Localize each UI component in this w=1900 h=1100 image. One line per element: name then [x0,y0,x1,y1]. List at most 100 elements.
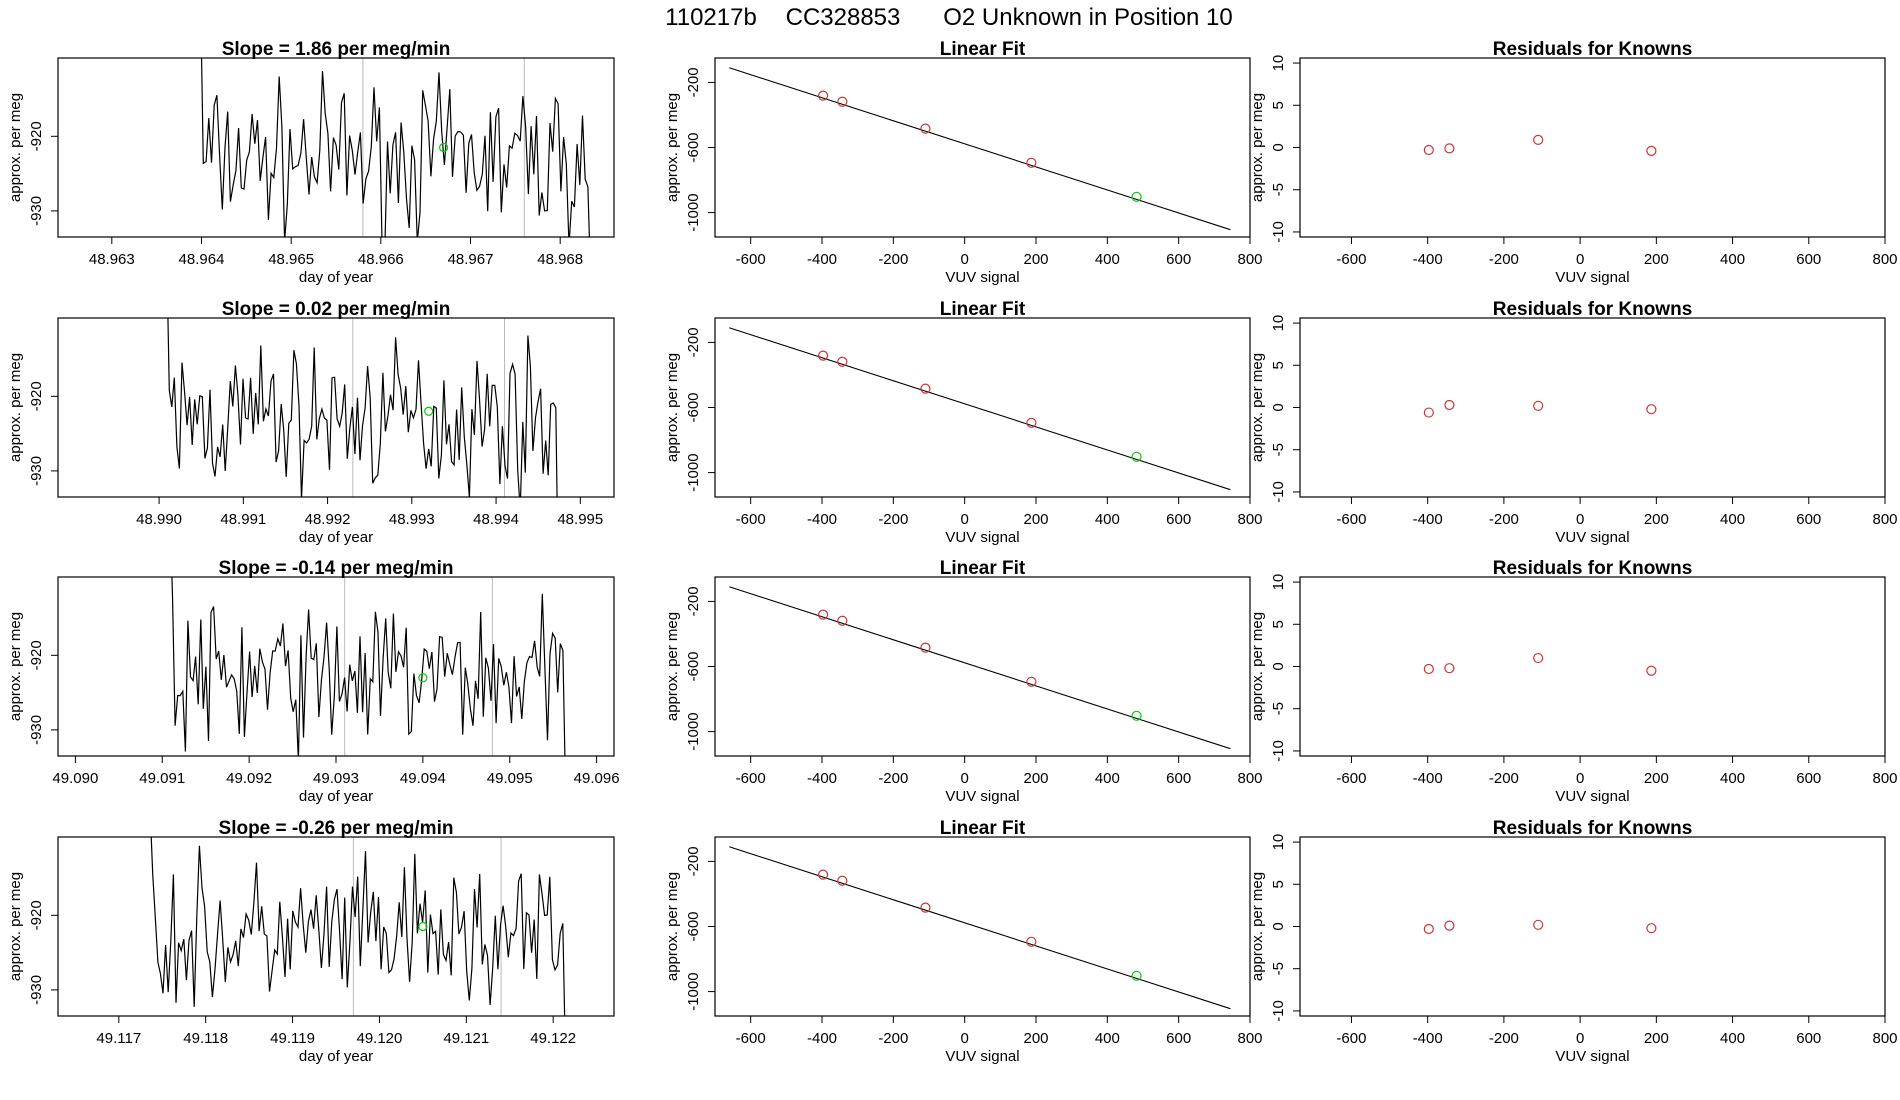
known-point [837,356,848,367]
y-tick-label: -1000 [685,193,702,231]
plot-frame [714,576,1251,757]
known-point [1423,923,1434,935]
x-tick-label: 800 [1872,251,1897,268]
panel-r2-c1: Slope = 0.02 per meg/min 48.990 48.991 48.9… [7,299,615,546]
x-tick-label: 800 [1237,770,1262,787]
x-tick-label: 48.991 [220,511,266,528]
known-point [1423,663,1434,675]
y-tick-label: -10 [1270,1000,1287,1022]
unknown-point [439,142,449,153]
unknown-point [418,921,428,932]
x-tick-label: 600 [1796,511,1821,528]
y-tick-label: -930 [28,456,45,486]
known-point [817,609,829,620]
x-tick-label: -200 [878,770,908,787]
x-tick-label: -400 [1413,511,1443,528]
plot-area [1423,399,1657,418]
x-tick-label: 400 [1720,511,1745,528]
known-point [1533,652,1544,664]
x-tick-label: 600 [1796,251,1821,268]
plot-frame [57,317,615,498]
x-tick-label: -200 [1489,1030,1519,1047]
panel-title: Residuals for Knowns [1493,818,1693,839]
y-tick-label: -920 [28,121,45,151]
panel-r2-c3: Residuals for Knowns -600 -400 -200 0 200 400 6… [1249,299,1898,546]
plot-area [729,327,1231,491]
panel-r2-c2: Linear Fit -600 -400 -200 0 200 400 600 800 -1000… [664,299,1263,546]
x-tick-label: 200 [1023,251,1048,268]
x-tick-label: 200 [1644,1030,1669,1047]
panel-r3-c3: Residuals for Knowns -600 -400 -200 0 200 400 6… [1249,558,1898,805]
plot-area [1423,919,1657,935]
main-title-description: O2 Unknown in Position 10 [943,4,1233,31]
x-tick-label: -200 [1489,511,1519,528]
y-tick-label: 0 [1270,662,1287,670]
known-point [1444,920,1455,931]
x-tick-label: 49.117 [96,1030,141,1047]
x-tick-label: -600 [736,251,766,268]
known-point [817,90,829,101]
x-tick-label: 800 [1237,1030,1262,1047]
x-tick-label: 200 [1023,511,1048,528]
y-tick-label: -200 [685,846,702,876]
y-tick-label: -920 [28,900,45,930]
x-tick-label: -600 [1336,251,1366,268]
x-tick-label: 49.119 [270,1030,315,1047]
x-tick-label: 400 [1095,770,1120,787]
y-tick-label: -600 [685,911,702,941]
x-tick-label: 200 [1023,1030,1048,1047]
x-tick-label: 48.963 [89,251,135,268]
x-tick-label: 49.095 [487,770,533,787]
y-tick-label: -5 [1270,443,1287,456]
x-tick-label: 800 [1872,770,1897,787]
plot-frame [1299,317,1886,498]
x-tick-label: 0 [960,251,968,268]
y-tick-label: -1000 [685,453,702,491]
y-axis-label: approx. per meg [664,353,681,462]
y-tick-label: -930 [28,196,45,226]
y-tick-label: -600 [685,132,702,162]
y-tick-label: 5 [1270,361,1287,369]
y-tick-label: -200 [685,327,702,357]
x-tick-label: 600 [1166,1030,1191,1047]
x-tick-label: 48.995 [557,511,603,528]
panel-title: Slope = -0.14 per meg/min [219,558,454,579]
known-point [1533,919,1544,930]
known-point [920,902,931,913]
panel-title: Residuals for Knowns [1493,39,1693,60]
y-tick-label: 5 [1270,101,1287,109]
x-tick-label: -200 [878,511,908,528]
x-tick-label: 400 [1095,1030,1120,1047]
x-axis-label: VUV signal [945,788,1019,805]
plot-frame [1299,836,1886,1017]
x-tick-label: 48.968 [537,251,583,268]
x-tick-label: -400 [807,251,837,268]
y-axis-label: approx. per meg [664,93,681,202]
x-tick-label: -400 [1413,770,1443,787]
y-axis-label: approx. per meg [1249,612,1266,721]
x-axis-label: day of year [299,529,373,546]
x-tick-label: 49.094 [400,770,446,787]
x-tick-label: 49.091 [139,770,185,787]
fit-line [729,846,1231,1010]
panel-r4-c3: Residuals for Knowns -600 -400 -200 0 200 400 6… [1249,818,1898,1065]
plot-frame [57,57,615,238]
panel-r1-c3: Residuals for Knowns -600 -400 -200 0 200 400 6… [1249,39,1898,286]
panel-r3-c2: Linear Fit -600 -400 -200 0 200 400 600 800 -1000… [664,558,1263,805]
x-tick-label: 0 [960,770,968,787]
x-tick-label: 800 [1237,511,1262,528]
x-tick-label: 600 [1166,770,1191,787]
x-tick-label: 49.093 [313,770,359,787]
y-axis-label: approx. per meg [1249,93,1266,202]
panel-title: Slope = 0.02 per meg/min [222,299,451,320]
y-axis-label: approx. per meg [664,612,681,721]
y-tick-label: -5 [1270,962,1287,975]
fit-line [729,67,1231,231]
signal-trace [200,58,590,237]
signal-trace [167,318,558,497]
plot-frame [1299,57,1886,238]
x-axis-label: day of year [299,269,373,286]
x-tick-label: 0 [1576,251,1584,268]
